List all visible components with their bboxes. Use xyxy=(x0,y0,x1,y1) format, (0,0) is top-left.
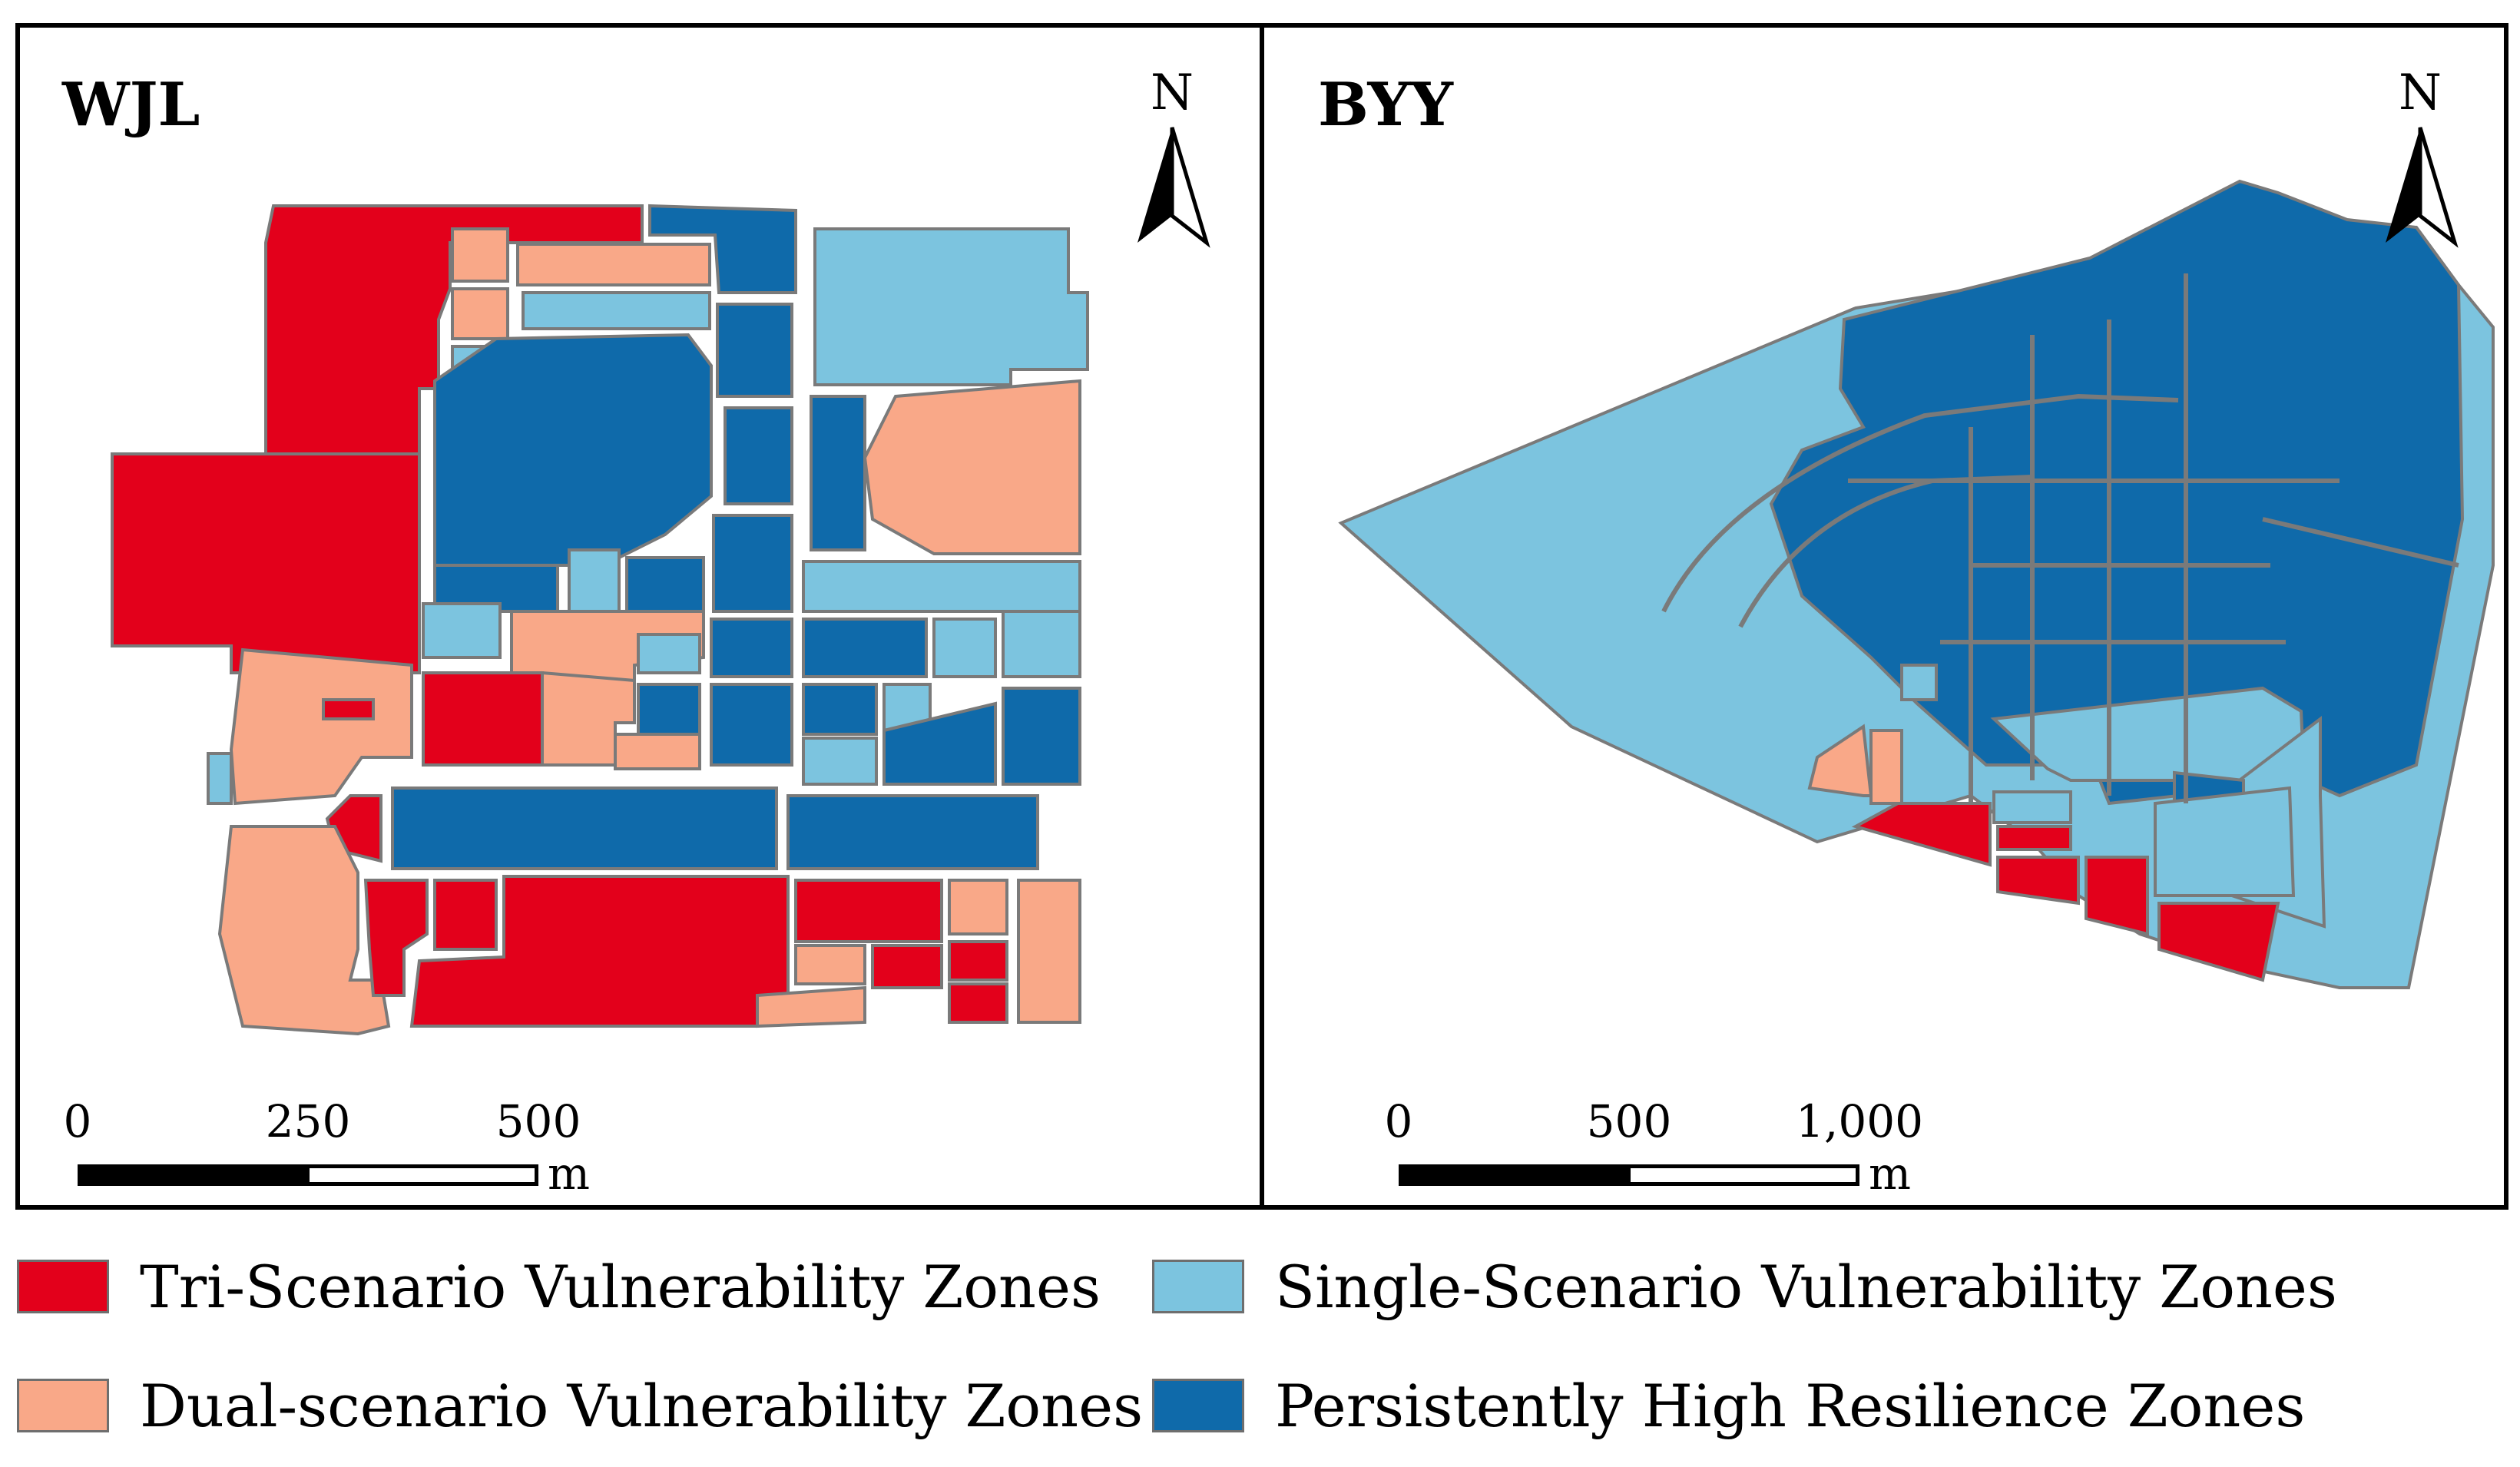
legend-swatch xyxy=(1152,1260,1244,1313)
scale-tick: 0 xyxy=(1384,1095,1413,1147)
zone-single xyxy=(813,227,1089,386)
north-arrow-icon xyxy=(2386,127,2459,248)
zone-high xyxy=(625,556,705,613)
zone-dual xyxy=(948,879,1008,936)
zone-single xyxy=(207,752,233,805)
legend-item-dual: Dual-scenario Vulnerability Zones xyxy=(17,1372,1143,1440)
zone-dual xyxy=(756,985,866,1028)
zone-tri xyxy=(1996,856,2080,906)
zone-high xyxy=(716,303,793,398)
zone-tri xyxy=(948,940,1008,982)
zone-tri xyxy=(422,671,544,767)
panel-title-wjl: WJL xyxy=(62,70,200,140)
north-arrow-icon xyxy=(1137,127,1210,248)
zone-high xyxy=(810,395,866,551)
scale-tick: 500 xyxy=(495,1095,581,1147)
zone-high xyxy=(802,618,928,678)
legend-item-high: Persistently High Resilience Zones xyxy=(1152,1372,2305,1440)
zone-tri xyxy=(264,204,644,482)
zone-dual xyxy=(541,671,636,767)
zone-tri xyxy=(111,452,421,674)
scale-unit: m xyxy=(548,1147,590,1200)
zone-single xyxy=(932,618,997,678)
zone-high xyxy=(391,786,778,870)
scale-bar-graphic xyxy=(1399,1164,1859,1186)
zone-dual xyxy=(516,243,711,286)
zone-single xyxy=(1002,610,1081,678)
map-panel-byy: BYY N 0 500 1,000 m xyxy=(1260,23,2508,1210)
scale-bar: 0 500 1,000 m xyxy=(1385,1095,1982,1200)
map-panel-wjl: WJL N 0 250 500 m xyxy=(15,23,1277,1210)
zone-high xyxy=(802,683,878,736)
legend-label: Dual-scenario Vulnerability Zones xyxy=(140,1371,1144,1440)
zone-tri xyxy=(322,698,375,720)
zone-dual xyxy=(1807,724,1873,797)
zone-high xyxy=(1002,687,1081,786)
zone-high xyxy=(637,683,701,736)
scale-tick: 500 xyxy=(1586,1095,1672,1147)
scale-bar-graphic xyxy=(78,1164,538,1186)
zone-single xyxy=(802,560,1081,613)
zone-dual xyxy=(614,733,701,770)
zone-single xyxy=(422,602,502,659)
zone-tri xyxy=(433,879,498,951)
zone-single xyxy=(2154,786,2296,897)
zone-dual xyxy=(451,227,509,283)
scale-tick: 0 xyxy=(63,1095,92,1147)
zone-tri xyxy=(794,879,943,943)
zone-single xyxy=(637,633,701,674)
zone-tri xyxy=(948,982,1008,1024)
north-arrow: N xyxy=(1126,66,1218,253)
scale-tick: 250 xyxy=(265,1095,351,1147)
north-label: N xyxy=(1151,65,1194,121)
zone-high xyxy=(724,406,793,505)
zone-single xyxy=(1900,664,1938,701)
scale-tick: 1,000 xyxy=(1795,1095,1924,1147)
zone-dual xyxy=(1869,729,1903,805)
legend-swatch xyxy=(1152,1379,1244,1432)
zone-single xyxy=(568,548,621,613)
zone-single xyxy=(522,291,711,330)
zone-single xyxy=(802,737,878,786)
zone-tri xyxy=(2157,902,2280,982)
byy-map xyxy=(1338,179,2495,989)
wjl-map xyxy=(111,204,1089,1036)
zone-tri xyxy=(871,944,943,989)
zone-high xyxy=(648,204,797,294)
legend-label: Single-Scenario Vulnerability Zones xyxy=(1275,1252,2337,1321)
zone-tri xyxy=(363,879,429,997)
zone-high xyxy=(712,514,793,613)
legend-label: Persistently High Resilience Zones xyxy=(1275,1371,2306,1440)
legend-item-single: Single-Scenario Vulnerability Zones xyxy=(1152,1253,2337,1321)
zone-single xyxy=(1992,790,2072,824)
legend-swatch xyxy=(17,1379,109,1432)
zone-tri xyxy=(1996,825,2072,851)
zone-dual xyxy=(451,287,509,340)
legend-item-tri: Tri-Scenario Vulnerability Zones xyxy=(17,1253,1101,1321)
panel-title-byy: BYY xyxy=(1318,70,1453,140)
zone-high xyxy=(710,683,793,767)
zone-dual xyxy=(794,944,866,985)
zone-dual xyxy=(1017,879,1081,1024)
zone-high xyxy=(433,333,713,567)
zone-dual xyxy=(229,647,413,806)
zone-tri xyxy=(1851,802,1992,867)
legend-swatch xyxy=(17,1260,109,1313)
zone-high xyxy=(882,701,997,786)
north-label: N xyxy=(2399,65,2442,121)
zone-dual xyxy=(863,379,1081,555)
scale-bar: 0 250 500 m xyxy=(64,1095,631,1200)
zone-high xyxy=(710,618,793,678)
zone-tri xyxy=(2085,856,2149,936)
zone-high xyxy=(786,794,1039,870)
scale-unit: m xyxy=(1869,1147,1911,1200)
legend-label: Tri-Scenario Vulnerability Zones xyxy=(140,1252,1101,1321)
north-arrow: N xyxy=(2374,66,2466,253)
